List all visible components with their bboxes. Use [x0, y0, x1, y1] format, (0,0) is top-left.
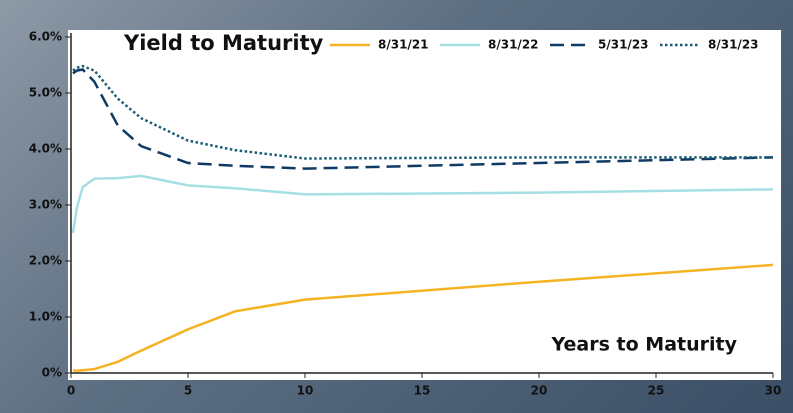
series-line: [72, 68, 774, 170]
x-tick-label: 20: [531, 384, 548, 398]
y-tick-label: 2.0%: [29, 254, 62, 268]
legend-label: 8/31/21: [378, 38, 429, 52]
legend-label: 5/31/23: [598, 38, 649, 52]
chart-title: Yield to Maturity: [123, 31, 324, 55]
y-tick-label: 1.0%: [29, 310, 62, 324]
legend-label: 8/31/22: [488, 38, 539, 52]
x-tick-label: 10: [297, 384, 314, 398]
y-tick-label: 3.0%: [29, 198, 62, 212]
series-line: [71, 174, 774, 234]
y-tick-label: 0%: [42, 366, 62, 380]
x-axis-label: Years to Maturity: [551, 334, 738, 356]
y-tick-label: 5.0%: [29, 86, 62, 100]
x-tick-label: 0: [67, 384, 75, 398]
legend-label: 8/31/23: [708, 38, 759, 52]
plot-area: [68, 30, 781, 380]
x-tick-label: 25: [648, 384, 665, 398]
series-line: [72, 64, 773, 160]
y-tick-label: 4.0%: [29, 142, 62, 156]
x-tick-label: 5: [184, 384, 192, 398]
y-tick-label: 6.0%: [29, 30, 62, 44]
x-tick-label: 15: [414, 384, 431, 398]
series-line: [72, 263, 774, 373]
x-tick-label: 30: [765, 384, 782, 398]
